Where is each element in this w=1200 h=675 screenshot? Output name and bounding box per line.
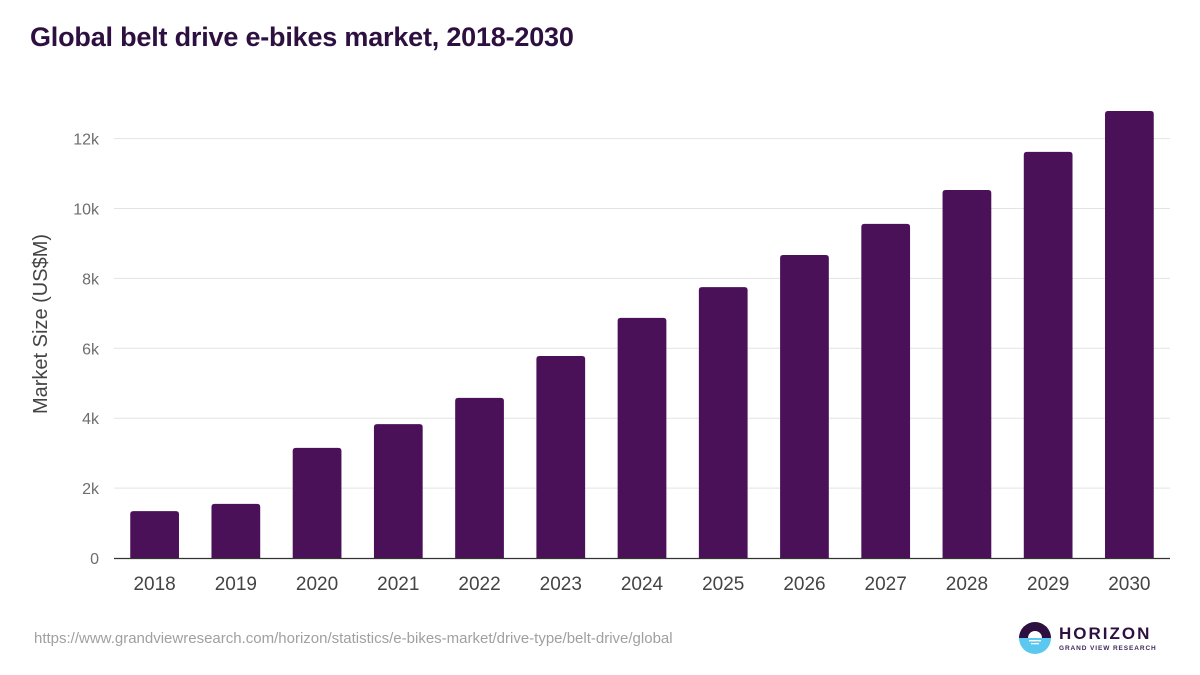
x-tick-label: 2026 (783, 574, 825, 595)
logo-subtitle: GRAND VIEW RESEARCH (1059, 644, 1157, 652)
horizon-logo: HORIZON GRAND VIEW RESEARCH (1019, 622, 1157, 654)
bar-2018[interactable] (130, 511, 179, 558)
bar-2024[interactable] (617, 317, 667, 558)
x-tick-label: 2020 (296, 574, 338, 595)
bar-2027[interactable] (861, 223, 911, 559)
y-tick-label: 6k (82, 341, 100, 358)
y-tick-label: 10k (73, 202, 100, 219)
x-tick-label: 2030 (1108, 574, 1150, 595)
x-tick-label: 2018 (133, 574, 175, 595)
y-tick-label: 8k (82, 271, 100, 288)
y-tick-label: 12k (73, 132, 100, 149)
bar-2021[interactable] (373, 424, 423, 558)
logo-name: HORIZON (1059, 623, 1152, 643)
bar-2025[interactable] (698, 287, 748, 558)
bar-2029[interactable] (1023, 151, 1073, 559)
bar-2026[interactable] (780, 254, 829, 558)
bars (130, 110, 1154, 559)
bar-2028[interactable] (942, 189, 992, 558)
horizon-sun-logo-icon (1019, 622, 1051, 654)
y-tick-label: 4k (82, 411, 100, 428)
source-url[interactable]: https://www.grandviewresearch.com/horizo… (34, 630, 673, 647)
y-axis-label: Market Size (US$M) (30, 234, 52, 414)
chart-title: Global belt drive e-bikes market, 2018-2… (30, 22, 574, 52)
bar-2030[interactable] (1105, 110, 1154, 558)
bar-2020[interactable] (292, 447, 342, 558)
y-tick-label: 2k (82, 481, 100, 498)
bar-2022[interactable] (455, 397, 504, 558)
x-axis-ticks: 2018 2019 2020 2021 2022 2023 2024 2025 2026 2027… (133, 574, 1150, 595)
x-tick-label: 2028 (946, 574, 988, 595)
x-tick-label: 2019 (215, 574, 257, 595)
y-tick-label: 0 (90, 551, 99, 568)
x-tick-label: 2025 (702, 574, 744, 595)
x-tick-label: 2027 (865, 574, 907, 595)
x-tick-label: 2022 (458, 574, 500, 595)
x-tick-label: 2029 (1027, 574, 1069, 595)
x-tick-label: 2023 (540, 574, 582, 595)
x-tick-label: 2021 (377, 574, 419, 595)
bar-2019[interactable] (211, 503, 261, 558)
x-tick-label: 2024 (621, 574, 664, 595)
bar-2023[interactable] (536, 355, 586, 558)
y-axis-ticks: 0 2k 4k 6k 8k 10k 12k (73, 132, 100, 568)
